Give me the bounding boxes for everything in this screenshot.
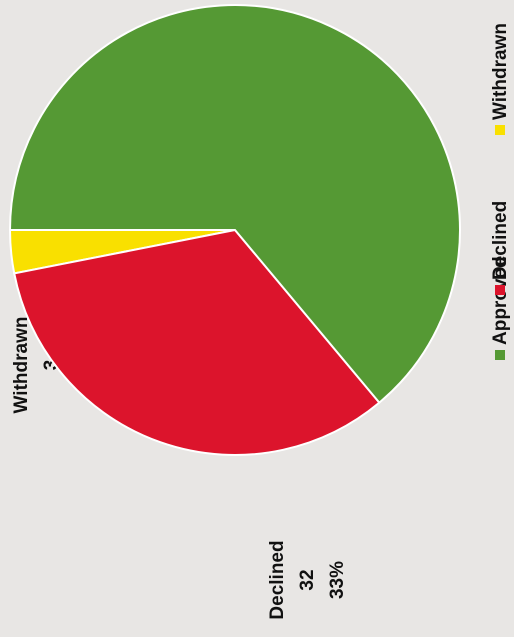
legend-label: Withdrawn (490, 23, 511, 120)
data-label-name: Withdrawn (11, 317, 32, 414)
legend-item: Declined (490, 201, 511, 295)
legend-item: Approved (490, 256, 511, 360)
legend-swatch (495, 125, 505, 135)
data-label-value: 32 (297, 569, 318, 590)
legend-label: Approved (490, 256, 511, 345)
legend-label: Declined (490, 201, 511, 280)
legend-swatch (495, 285, 505, 295)
legend-swatch (495, 350, 505, 360)
pie-slice (13, 228, 381, 456)
pie-slice (8, 4, 461, 405)
legend-item: Withdrawn (490, 23, 511, 135)
data-label-name: Declined (267, 540, 288, 619)
data-label-percent: 33% (327, 561, 348, 599)
data-label-value: 3 (41, 360, 62, 371)
